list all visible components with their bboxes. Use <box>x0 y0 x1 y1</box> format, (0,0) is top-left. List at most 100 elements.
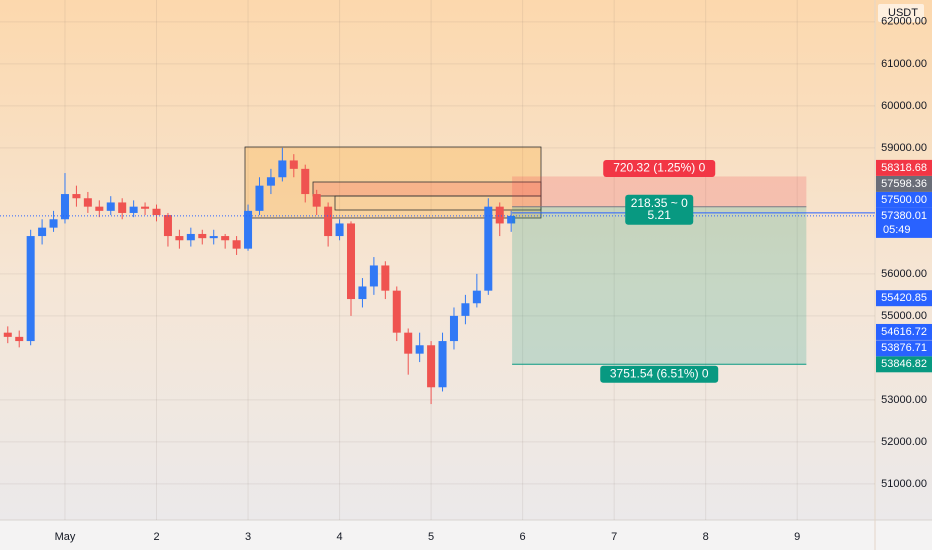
y-tick-label: 60000.00 <box>881 100 927 112</box>
x-tick-label: 6 <box>520 531 526 543</box>
candle-body <box>255 185 264 211</box>
drawings <box>244 146 542 219</box>
y-tick-label: 51000.00 <box>881 478 927 490</box>
stop-label: 720.32 (1.25%) 0 <box>613 161 705 175</box>
candle-body <box>358 286 367 300</box>
candle-body <box>449 315 458 342</box>
chart-background <box>0 0 932 520</box>
y-tick-label: 56000.00 <box>881 268 927 280</box>
price-badge <box>876 323 932 340</box>
candle-body <box>347 223 356 300</box>
candle-body <box>495 206 504 224</box>
x-tick-label: 5 <box>428 531 434 543</box>
candle-body <box>369 265 378 287</box>
candle-body <box>244 210 253 249</box>
target-label: 3751.54 (6.51%) 0 <box>610 366 709 380</box>
candle-body <box>232 240 241 249</box>
overlay: 720.32 (1.25%) 0 218.35 ~ 05.21 3751.54 (6… <box>0 159 875 383</box>
candle-body <box>95 206 104 211</box>
candle-body <box>312 194 321 207</box>
price-badge <box>876 290 932 307</box>
candle-body <box>198 233 207 239</box>
candle-body <box>72 194 81 199</box>
price-badge <box>876 356 932 373</box>
candle-body <box>381 265 390 291</box>
candle-body <box>404 332 413 354</box>
price-axis: USDT 51000.0052000.0053000.0055000.00560… <box>55 4 932 543</box>
y-tick-label: 55000.00 <box>881 310 927 322</box>
y-tick-label: 52000.00 <box>881 436 927 448</box>
price-badge <box>876 191 932 208</box>
candle-body <box>163 215 172 237</box>
candle-body <box>221 236 230 241</box>
currency-label: USDT <box>888 7 918 19</box>
candle-body <box>209 236 218 239</box>
candle-body <box>3 332 12 337</box>
grid <box>0 0 875 520</box>
candle-body <box>15 336 24 342</box>
candle-body <box>26 236 35 342</box>
x-tick-label: 3 <box>245 531 251 543</box>
candle-body <box>289 160 298 169</box>
price-badge <box>876 340 932 357</box>
currency-badge <box>878 4 924 22</box>
price-badge-label: 57380.01 <box>881 210 927 222</box>
status-label: 218.35 ~ 0 <box>631 196 688 210</box>
price-badge <box>876 207 932 238</box>
price-badge <box>876 159 932 176</box>
candle-body <box>60 194 69 220</box>
candle-body <box>484 206 493 291</box>
candle-body <box>118 202 127 213</box>
status-label-box <box>625 194 694 225</box>
countdown-label: 05:49 <box>883 224 911 236</box>
x-tick-label: 8 <box>703 531 709 543</box>
price-badge <box>876 175 932 192</box>
candle-body <box>141 206 150 209</box>
target-label-box <box>600 365 719 383</box>
candle-body <box>507 215 516 224</box>
price-badge-label: 57500.00 <box>881 194 927 206</box>
candle-body <box>461 303 470 316</box>
time-axis-background <box>0 520 932 550</box>
candle-body <box>438 341 447 388</box>
x-tick-label: 2 <box>153 531 159 543</box>
price-badge-label: 55420.85 <box>881 292 927 304</box>
candle-body <box>38 227 47 237</box>
price-badge-label: 58318.68 <box>881 162 927 174</box>
candle-body <box>472 290 481 304</box>
price-badge-label: 54616.72 <box>881 326 927 338</box>
y-tick-label: 61000.00 <box>881 58 927 70</box>
candle-body <box>278 160 287 178</box>
price-badge-label: 53876.71 <box>881 342 927 354</box>
x-tick-label: May <box>55 531 76 543</box>
candle-body <box>392 290 401 333</box>
price-badge-label: 53846.82 <box>881 358 927 370</box>
x-tick-label: 9 <box>794 531 800 543</box>
price-badge-label: 57598.36 <box>881 178 927 190</box>
x-tick-label: 4 <box>337 531 343 543</box>
candle-body <box>427 345 436 388</box>
candle-body <box>415 345 424 354</box>
candle-body <box>186 233 195 241</box>
candle-body <box>152 208 161 216</box>
zone-rectangle <box>244 146 542 219</box>
zone-rectangle <box>312 181 542 197</box>
candle-body <box>324 206 333 237</box>
candle-body <box>301 168 310 195</box>
plot <box>3 147 516 405</box>
ratio-label: 5.21 <box>648 208 672 222</box>
y-tick-label: 62000.00 <box>881 16 927 28</box>
y-tick-label: 59000.00 <box>881 142 927 154</box>
candle-body <box>49 219 58 228</box>
candle-body <box>83 198 92 207</box>
candle-body <box>129 206 138 213</box>
y-tick-label: 53000.00 <box>881 394 927 406</box>
candle-body <box>175 236 184 241</box>
candle-body <box>106 202 115 211</box>
target-zone <box>512 206 807 365</box>
stop-label-box <box>603 159 716 177</box>
candle-body <box>335 223 344 237</box>
candle-body <box>266 177 275 186</box>
zone-rectangle <box>334 195 542 211</box>
